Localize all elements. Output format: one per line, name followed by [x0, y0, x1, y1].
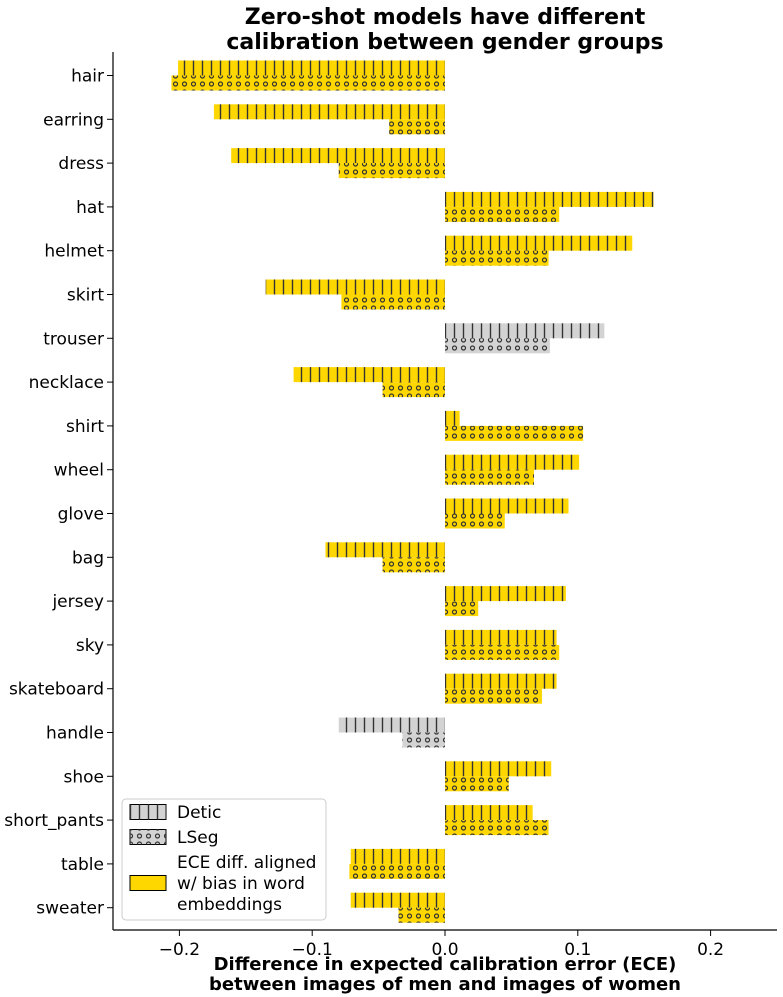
- legend-frame: [121, 798, 327, 921]
- bar-hatch-detic-trouser: [445, 323, 605, 339]
- y-tick-label-hat: hat: [76, 198, 104, 218]
- y-tick-label-sky: sky: [76, 636, 104, 656]
- bar-hatch-detic-skirt: [265, 279, 445, 295]
- legend-swatch-aligned: [129, 875, 167, 891]
- y-tick-label-wheel: wheel: [54, 461, 104, 481]
- legend-label-aligned-line-3: embeddings: [177, 895, 282, 915]
- bar-hatch-lseg-earring: [389, 119, 445, 135]
- y-tick-label-dress: dress: [58, 154, 104, 174]
- bar-hatch-detic-jersey: [445, 586, 566, 602]
- plot-area: hair earring dress hat helmet skirt trouser nec…: [4, 52, 777, 960]
- y-tick-label-skirt: skirt: [67, 286, 104, 306]
- bar-hatch-detic-shoe: [445, 761, 552, 777]
- bar-hatch-lseg-shoe: [445, 776, 509, 792]
- x-tick-label-3: 0.1: [564, 940, 591, 960]
- bar-hatch-detic-wheel: [445, 454, 580, 470]
- legend-swatch-hatch-lseg: [130, 829, 166, 845]
- x-tick-label-1: −0.1: [292, 940, 333, 960]
- y-tick-label-hair: hair: [71, 67, 104, 87]
- legend-label-lseg: LSeg: [177, 828, 219, 848]
- bar-hatch-lseg-skateboard: [445, 688, 542, 704]
- y-tick-label-skateboard: skateboard: [9, 680, 104, 700]
- y-tick-label-shirt: shirt: [66, 417, 104, 437]
- bar-hatch-detic-sweater: [350, 892, 445, 908]
- x-axis-title-line-1: Difference in expected calibration error…: [214, 954, 677, 975]
- y-tick-label-glove: glove: [58, 505, 104, 525]
- y-tick-label-trouser: trouser: [43, 329, 104, 349]
- legend-swatch-fill-aligned: [129, 875, 167, 891]
- bar-hatch-detic-table: [350, 848, 445, 864]
- bar-hatch-lseg-jersey: [445, 601, 479, 617]
- y-tick-label-necklace: necklace: [29, 373, 104, 393]
- x-tick-label-2: 0.0: [431, 940, 458, 960]
- bar-hatch-lseg-skirt: [341, 294, 445, 310]
- y-tick-label-jersey: jersey: [51, 592, 104, 612]
- legend-swatch-detic: [129, 804, 167, 820]
- bar-hatch-lseg-necklace: [382, 382, 445, 398]
- legend-label-aligned-line-2: w/ bias in word: [177, 874, 305, 894]
- x-axis-title-line-2: between images of men and images of wome…: [209, 974, 681, 995]
- bar-hatch-detic-bag: [325, 542, 445, 558]
- y-tick-label-helmet: helmet: [44, 242, 104, 262]
- bar-hatch-detic-necklace: [293, 367, 445, 383]
- bar-hatch-lseg-dress: [338, 163, 445, 179]
- bar-hatch-lseg-wheel: [445, 469, 534, 485]
- y-tick-label-earring: earring: [43, 110, 104, 130]
- bar-hatch-lseg-sweater: [398, 907, 445, 923]
- y-tick-label-bag: bag: [72, 548, 104, 568]
- bar-hatch-lseg-trouser: [445, 338, 550, 354]
- x-tick-label-4: 0.2: [697, 940, 724, 960]
- bar-hatch-detic-earring: [213, 104, 445, 120]
- x-tick-label-0: −0.2: [159, 940, 200, 960]
- chart-title-line-1: Zero-shot models have different: [245, 5, 646, 30]
- x-axis-title: Difference in expected calibration error…: [209, 954, 681, 995]
- bar-hatch-lseg-hair: [171, 75, 445, 91]
- y-tick-label-shoe: shoe: [64, 767, 105, 787]
- y-tick-label-short_pants: short_pants: [4, 811, 104, 831]
- bar-hatch-detic-dress: [231, 148, 445, 164]
- chart-title: Zero-shot models have different calibrat…: [226, 5, 663, 55]
- bar-hatch-lseg-helmet: [445, 250, 549, 266]
- bar-hatch-detic-hat: [445, 191, 654, 207]
- bar-hatch-detic-sky: [445, 629, 557, 645]
- y-tick-label-sweater: sweater: [36, 899, 104, 919]
- bar-hatch-lseg-shirt: [445, 425, 584, 441]
- bar-hatch-detic-handle: [338, 717, 445, 733]
- chart-title-line-2: calibration between gender groups: [226, 30, 663, 55]
- bar-hatch-lseg-table: [349, 863, 445, 879]
- y-tick-label-handle: handle: [46, 724, 104, 744]
- legend-swatch-lseg: [129, 829, 167, 845]
- bar-hatch-detic-helmet: [445, 235, 633, 251]
- bar-hatch-lseg-sky: [445, 644, 560, 660]
- bar-hatch-detic-glove: [445, 498, 569, 514]
- bar-hatch-lseg-handle: [402, 732, 445, 748]
- legend-label-detic: Detic: [177, 803, 221, 823]
- legend-label-aligned-line-1: ECE diff. aligned: [177, 853, 316, 873]
- bar-hatch-detic-skateboard: [445, 673, 557, 689]
- y-tick-label-table: table: [61, 855, 104, 875]
- bar-hatch-detic-hair: [178, 60, 445, 76]
- bar-hatch-lseg-short_pants: [445, 820, 549, 836]
- legend-swatch-hatch-detic: [130, 804, 166, 820]
- bar-hatch-detic-shirt: [445, 410, 460, 426]
- bar-hatch-lseg-hat: [445, 206, 560, 222]
- bar-hatch-lseg-bag: [382, 557, 445, 573]
- bar-hatch-lseg-glove: [445, 513, 505, 529]
- bar-hatch-detic-short_pants: [445, 805, 533, 821]
